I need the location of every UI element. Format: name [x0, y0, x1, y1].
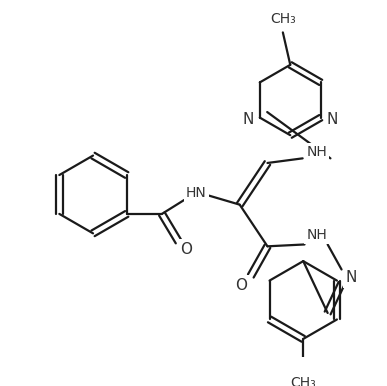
Text: CH₃: CH₃	[270, 12, 296, 25]
Text: O: O	[180, 242, 192, 257]
Text: N: N	[326, 112, 337, 127]
Text: NH: NH	[306, 228, 327, 242]
Text: NH: NH	[306, 145, 327, 159]
Text: HN: HN	[186, 186, 207, 200]
Text: N: N	[345, 270, 356, 285]
Text: N: N	[243, 112, 254, 127]
Text: O: O	[236, 278, 248, 293]
Text: CH₃: CH₃	[290, 376, 316, 386]
